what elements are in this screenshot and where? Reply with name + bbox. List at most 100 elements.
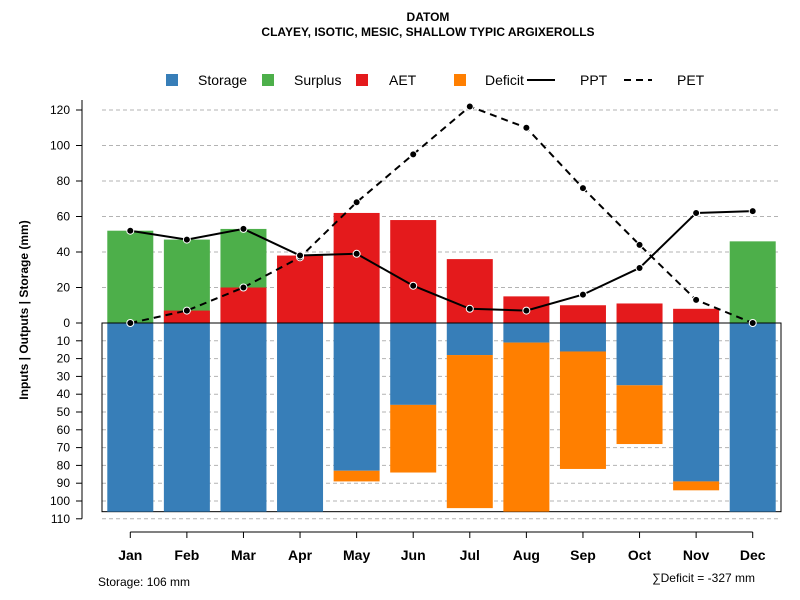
deficit-bar-nov <box>673 481 720 491</box>
legend-aet-label: AET <box>389 72 417 88</box>
x-tick-label-jun: Jun <box>401 547 426 563</box>
y-tick-label: 0 <box>63 316 70 330</box>
storage-bar-dec <box>729 323 776 512</box>
ppt-line <box>130 210 753 312</box>
storage-bar-nov <box>673 323 720 482</box>
x-tick-label-aug: Aug <box>513 547 540 563</box>
legend-storage-label: Storage <box>198 72 247 88</box>
surplus-bar-dec <box>729 241 776 323</box>
y-tick-label: 120 <box>50 103 70 117</box>
pet-point-feb <box>182 306 191 315</box>
y-tick-label: 20 <box>57 352 71 366</box>
gridlines <box>102 109 781 520</box>
y-axis-label: Inputs | Outputs | Storage (mm) <box>17 220 31 399</box>
pet-point-oct <box>635 240 644 249</box>
x-tick-label-nov: Nov <box>683 547 710 563</box>
ppt-point-apr <box>296 251 305 260</box>
storage-bar-sep <box>559 323 606 352</box>
y-tick-label: 110 <box>51 512 70 526</box>
ppt-point-mar <box>239 224 248 233</box>
y-tick-label: 60 <box>57 210 71 224</box>
series-lines <box>126 102 757 327</box>
aet-bar-jun <box>390 220 437 323</box>
y-tick-label: 100 <box>50 494 70 508</box>
x-tick-label-sep: Sep <box>570 547 596 563</box>
ppt-point-aug <box>522 306 531 315</box>
y-tick-label: 80 <box>57 458 71 472</box>
y-tick-label: 90 <box>57 476 71 490</box>
legend-deficit-label: Deficit <box>485 72 524 88</box>
chart-title: DATOM <box>407 10 450 24</box>
deficit-bar-jun <box>390 404 437 473</box>
x-tick-label-mar: Mar <box>231 547 256 563</box>
deficit-bar-sep <box>559 351 606 469</box>
ppt-point-sep <box>578 290 587 299</box>
aet-bar-may <box>333 212 380 323</box>
deficit-bar-oct <box>616 385 663 445</box>
y-tick-label: 40 <box>57 245 71 259</box>
storage-bar-oct <box>616 323 663 386</box>
aet-bar-jul <box>446 259 493 323</box>
deficit-sum-label: ∑Deficit = -327 mm <box>652 571 755 585</box>
aet-bar-feb <box>163 310 210 323</box>
ppt-point-jan <box>126 226 135 235</box>
x-tick-label-apr: Apr <box>288 547 313 563</box>
y-tick-label: 100 <box>50 139 70 153</box>
ppt-point-may <box>352 249 361 258</box>
y-tick-label: 40 <box>57 387 71 401</box>
pet-point-dec <box>748 319 757 327</box>
storage-bar-apr <box>277 323 324 512</box>
pet-point-may <box>352 198 361 207</box>
storage-bar-jul <box>446 323 493 356</box>
storage-label: Storage: 106 mm <box>98 575 190 589</box>
legend-pet-label: PET <box>677 72 705 88</box>
ppt-point-dec <box>748 207 757 216</box>
ppt-point-jun <box>409 281 418 290</box>
x-tick-label-jul: Jul <box>460 547 480 563</box>
aet-bar-apr <box>277 255 324 323</box>
legend-deficit-swatch <box>454 74 466 86</box>
storage-bar-jan <box>107 323 154 512</box>
y-tick-label: 60 <box>57 423 71 437</box>
x-tick-label-dec: Dec <box>740 547 766 563</box>
aet-bar-nov <box>673 308 720 323</box>
surplus-bar-jan <box>107 230 154 323</box>
y-tick-label: 70 <box>57 441 71 455</box>
storage-bar-mar <box>220 323 267 512</box>
pet-point-aug <box>522 123 531 132</box>
ppt-point-jul <box>465 304 474 313</box>
storage-bar-jun <box>390 323 437 405</box>
pet-point-mar <box>239 283 248 292</box>
axes: 0 20 40 60 80 100 120 10 20 30 40 50 60 70 80 90 100 110 J… <box>50 100 766 563</box>
pet-point-jun <box>409 150 418 159</box>
x-tick-label-jan: Jan <box>118 547 142 563</box>
legend: Storage Surplus AET Deficit PPT PET <box>166 72 705 88</box>
x-tick-label-oct: Oct <box>628 547 652 563</box>
deficit-bar-aug <box>503 342 550 512</box>
deficit-bar-jul <box>446 355 493 509</box>
ppt-point-nov <box>692 208 701 217</box>
storage-bar-may <box>333 323 380 471</box>
deficit-bar-may <box>333 470 380 482</box>
ppt-point-feb <box>182 235 191 244</box>
chart-subtitle: CLAYEY, ISOTIC, MESIC, SHALLOW TYPIC ARG… <box>261 25 594 39</box>
y-tick-label: 50 <box>57 405 71 419</box>
pet-point-nov <box>692 295 701 304</box>
pet-line <box>130 105 754 324</box>
y-tick-label: 10 <box>57 334 71 348</box>
legend-storage-swatch <box>166 74 178 86</box>
legend-surplus-label: Surplus <box>294 72 341 88</box>
storage-bar-aug <box>503 323 550 343</box>
y-tick-label: 80 <box>57 174 71 188</box>
aet-bar-mar <box>220 287 267 323</box>
aet-bar-oct <box>616 303 663 323</box>
ppt-point-oct <box>635 263 644 272</box>
pet-point-sep <box>578 184 587 193</box>
x-tick-label-may: May <box>343 547 370 563</box>
pet-point-jul <box>465 102 474 111</box>
bars <box>101 212 782 513</box>
legend-ppt-label: PPT <box>580 72 608 88</box>
y-tick-label: 20 <box>57 281 71 295</box>
storage-bar-feb <box>163 323 210 512</box>
